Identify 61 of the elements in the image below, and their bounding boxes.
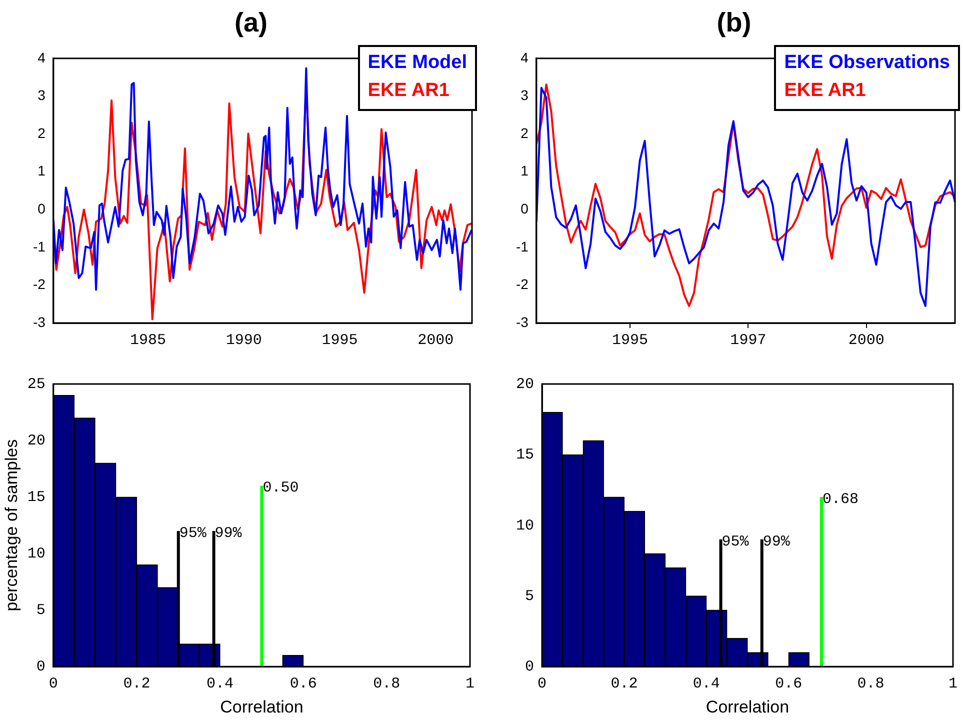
x-tick-label: 0.8	[857, 676, 884, 693]
annotation: 99%	[214, 524, 243, 542]
x-tick-label: 1995	[612, 332, 648, 349]
x-tick-label: 0.6	[290, 676, 317, 693]
y-tick-label: 15	[27, 489, 46, 506]
x-tick-label: 0.4	[692, 676, 720, 693]
y-tick-label: 2	[520, 124, 529, 141]
y-tick-label: -1	[32, 238, 46, 254]
y-tick-label: -3	[32, 314, 46, 330]
x-tick-label: 0	[48, 676, 58, 693]
y-tick-label: 5	[524, 588, 534, 605]
y-tick-label: 5	[36, 602, 46, 620]
x-tick-label: 2000	[848, 332, 884, 349]
y-tick-label: 20	[27, 432, 46, 450]
y-tick-label: -1	[516, 238, 529, 254]
x-axis-title: Correlation	[706, 697, 790, 716]
y-tick-label: 25	[27, 376, 46, 393]
x-tick-label: 0.2	[123, 676, 150, 693]
x-tick-label: 1997	[730, 332, 766, 349]
y-tick-label: -3	[516, 314, 529, 330]
chart-title: (a)	[234, 8, 268, 38]
x-axis-title: Correlation	[220, 697, 304, 716]
y-tick-label: 2	[38, 124, 46, 141]
text: EKE Model	[368, 51, 467, 75]
y-tick-label: 0	[38, 200, 46, 216]
x-tick-label: 1	[465, 676, 475, 693]
y-tick-label: 10	[27, 546, 46, 563]
annotation: 95%	[722, 533, 750, 550]
chart-title: (b)	[716, 8, 752, 38]
x-tick-label: 1985	[130, 332, 166, 349]
annotation: 95%	[179, 524, 208, 542]
x-tick-label: 0.2	[610, 676, 638, 693]
x-tick-label: 2000	[418, 332, 454, 349]
x-tick-label: 1	[948, 676, 958, 693]
y-tick-label: 3	[38, 87, 46, 104]
y-tick-label: 0	[520, 200, 529, 216]
text: EKE AR1	[784, 79, 867, 103]
y-tick-label: -2	[516, 276, 529, 292]
y-tick-label: 4	[38, 49, 46, 66]
y-tick-label: 15	[516, 446, 534, 464]
annotation: 0.50	[262, 480, 299, 497]
y-axis-title: percentage of samples	[2, 439, 21, 612]
x-tick-label: 1990	[226, 332, 262, 349]
y-tick-label: -2	[32, 276, 46, 292]
x-tick-label: 0.8	[373, 676, 400, 693]
series-label: EKE AR1	[368, 79, 450, 103]
x-tick-label: 0.6	[775, 676, 802, 693]
x-tick-label: 0.4	[206, 676, 234, 693]
y-tick-label: 4	[520, 49, 529, 66]
x-tick-label: 1995	[322, 332, 358, 349]
y-tick-label: 20	[516, 376, 534, 393]
annotation: 0.68	[822, 491, 858, 508]
y-tick-label: 1	[38, 162, 46, 179]
y-tick-label: 0	[524, 658, 534, 676]
x-tick-label: 0	[537, 676, 547, 693]
y-tick-label: 0	[36, 658, 46, 676]
y-tick-label: 3	[520, 87, 529, 104]
y-tick-label: 10	[516, 517, 534, 534]
text: EKE Observations	[784, 51, 950, 75]
y-tick-label: 1	[520, 162, 529, 179]
annotation: 99%	[762, 533, 791, 550]
